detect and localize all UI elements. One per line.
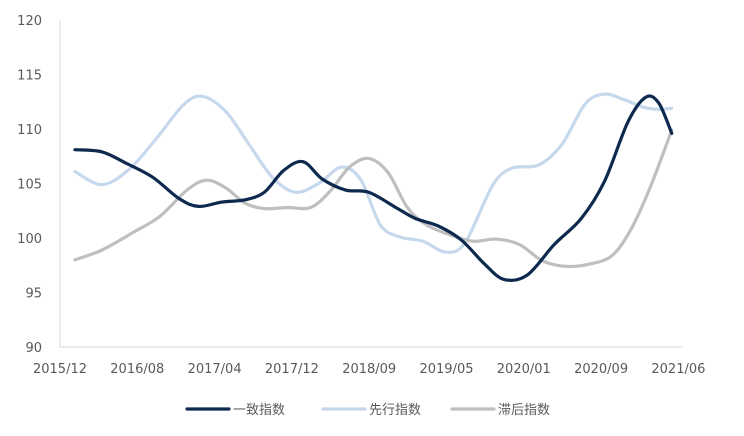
legend-item-coincident: 一致指数 <box>185 403 285 418</box>
x-tick-label: 2018/09 <box>342 362 396 377</box>
series-line-leading <box>73 92 674 254</box>
x-tick-label: 2015/12 <box>33 362 87 377</box>
series-line-coincident <box>73 94 674 282</box>
y-tick-label: 90 <box>25 341 42 356</box>
series-line-lagging <box>73 128 674 269</box>
legend-item-lagging: 滞后指数 <box>450 403 550 418</box>
legend: 一致指数 先行指数 滞后指数 <box>185 403 550 418</box>
y-tick-label: 105 <box>17 178 42 193</box>
x-tick-label: 2019/05 <box>419 362 473 377</box>
y-tick-label: 110 <box>17 123 42 138</box>
legend-item-leading: 先行指数 <box>321 403 421 418</box>
x-tick-label: 2020/01 <box>497 362 551 377</box>
y-tick-label: 95 <box>25 287 42 302</box>
y-tick-label: 120 <box>17 14 42 29</box>
y-tick-label: 100 <box>17 232 42 247</box>
y-tick-label: 115 <box>17 69 42 84</box>
legend-label: 一致指数 <box>233 403 285 418</box>
series-lines <box>73 92 674 282</box>
axes: 90 95 100 105 110 115 120 2015/12 2016/08 2017/04… <box>17 14 705 377</box>
x-tick-label: 2021/06 <box>651 362 705 377</box>
legend-label: 滞后指数 <box>498 403 550 418</box>
x-tick-label: 2017/04 <box>188 362 242 377</box>
x-tick-label: 2017/12 <box>265 362 319 377</box>
x-tick-label: 2020/09 <box>574 362 628 377</box>
x-tick-label: 2016/08 <box>110 362 164 377</box>
legend-label: 先行指数 <box>369 403 421 418</box>
